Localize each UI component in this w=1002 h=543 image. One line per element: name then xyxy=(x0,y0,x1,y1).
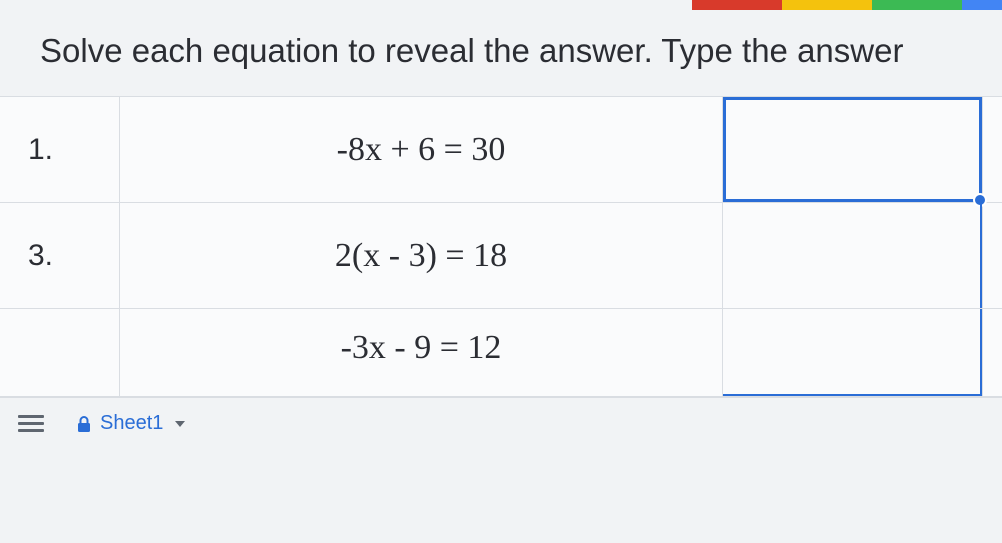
question-number-cell[interactable] xyxy=(0,309,120,396)
sheet-tab[interactable]: Sheet1 xyxy=(62,406,199,441)
answer-cell[interactable] xyxy=(722,203,982,308)
spacer-cell[interactable] xyxy=(982,309,1002,396)
spacer-cell[interactable] xyxy=(982,97,1002,202)
question-number-cell[interactable]: 3. xyxy=(0,203,120,308)
spreadsheet-grid: 1. -8x + 6 = 30 3. 2(x - 3) = 18 -3x - 9… xyxy=(0,96,1002,397)
browser-tab-color-strip xyxy=(0,0,1002,10)
cell-selection-outline xyxy=(723,97,982,202)
color-segment xyxy=(692,0,782,10)
sheet-tab-label: Sheet1 xyxy=(100,412,163,435)
color-segment xyxy=(782,0,872,10)
question-number-cell[interactable]: 1. xyxy=(0,97,120,202)
lock-icon xyxy=(76,415,92,433)
table-row: 1. -8x + 6 = 30 xyxy=(0,97,1002,203)
equation-cell[interactable]: -3x - 9 = 12 xyxy=(120,309,722,396)
spacer-cell[interactable] xyxy=(982,203,1002,308)
all-sheets-menu-icon[interactable] xyxy=(18,415,44,432)
answer-cell[interactable] xyxy=(722,309,982,396)
color-segment xyxy=(872,0,962,10)
equation-cell[interactable]: -8x + 6 = 30 xyxy=(120,97,722,202)
equation-cell[interactable]: 2(x - 3) = 18 xyxy=(120,203,722,308)
table-row: -3x - 9 = 12 xyxy=(0,309,1002,397)
answer-cell[interactable] xyxy=(722,97,982,202)
chevron-down-icon[interactable] xyxy=(175,421,185,427)
color-segment xyxy=(962,0,1002,10)
instruction-heading: Solve each equation to reveal the answer… xyxy=(0,10,1002,96)
table-row: 3. 2(x - 3) = 18 xyxy=(0,203,1002,309)
sheet-tab-bar: Sheet1 xyxy=(0,397,1002,449)
